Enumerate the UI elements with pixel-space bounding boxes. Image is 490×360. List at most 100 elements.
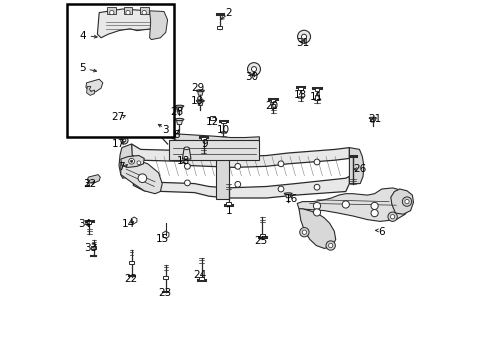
Ellipse shape bbox=[175, 105, 184, 107]
Polygon shape bbox=[86, 79, 103, 92]
Circle shape bbox=[185, 163, 190, 169]
Polygon shape bbox=[131, 217, 137, 224]
Text: 3: 3 bbox=[163, 125, 169, 135]
Polygon shape bbox=[370, 118, 375, 122]
Text: 19: 19 bbox=[191, 96, 204, 106]
Text: 9: 9 bbox=[201, 139, 208, 149]
Bar bbox=[315, 88, 319, 91]
Bar bbox=[87, 221, 92, 224]
Text: 29: 29 bbox=[191, 83, 204, 93]
Polygon shape bbox=[297, 188, 410, 221]
Ellipse shape bbox=[175, 118, 184, 121]
Text: 30: 30 bbox=[245, 72, 259, 82]
Text: 10: 10 bbox=[217, 125, 230, 135]
Text: 24: 24 bbox=[194, 270, 207, 280]
Text: 23: 23 bbox=[158, 288, 172, 298]
Circle shape bbox=[247, 63, 261, 76]
Text: 7: 7 bbox=[119, 162, 125, 172]
Text: 32: 32 bbox=[84, 179, 97, 189]
Circle shape bbox=[328, 243, 333, 248]
Circle shape bbox=[123, 139, 126, 142]
Ellipse shape bbox=[184, 147, 189, 150]
Text: 25: 25 bbox=[255, 236, 268, 246]
Bar bbox=[170, 140, 259, 160]
Circle shape bbox=[185, 180, 190, 186]
Polygon shape bbox=[87, 175, 100, 183]
Circle shape bbox=[301, 34, 307, 39]
Circle shape bbox=[110, 10, 114, 15]
Polygon shape bbox=[197, 91, 203, 95]
Text: 31: 31 bbox=[296, 38, 309, 48]
Polygon shape bbox=[168, 130, 259, 145]
Text: 2: 2 bbox=[225, 8, 232, 18]
Circle shape bbox=[130, 160, 133, 162]
Bar bbox=[260, 234, 265, 237]
Circle shape bbox=[123, 113, 127, 116]
Circle shape bbox=[129, 158, 134, 164]
Bar bbox=[271, 99, 275, 102]
Bar bbox=[164, 276, 168, 279]
Bar bbox=[226, 202, 231, 205]
Circle shape bbox=[142, 10, 147, 15]
Text: 11: 11 bbox=[310, 92, 323, 102]
Bar bbox=[140, 7, 148, 14]
Text: 6: 6 bbox=[378, 227, 385, 237]
Text: 33: 33 bbox=[85, 243, 98, 253]
Text: 18: 18 bbox=[176, 156, 190, 166]
Polygon shape bbox=[349, 148, 364, 184]
Bar bbox=[107, 7, 116, 14]
Bar bbox=[210, 116, 215, 120]
Text: 20: 20 bbox=[266, 101, 278, 111]
Text: 8: 8 bbox=[173, 130, 180, 140]
Text: 16: 16 bbox=[285, 194, 298, 204]
Text: 27: 27 bbox=[112, 112, 125, 122]
Text: 14: 14 bbox=[122, 219, 135, 229]
Polygon shape bbox=[132, 144, 349, 167]
Text: 21: 21 bbox=[368, 114, 381, 124]
Bar bbox=[199, 277, 204, 280]
Text: 22: 22 bbox=[124, 274, 137, 284]
Ellipse shape bbox=[196, 100, 204, 102]
Circle shape bbox=[297, 30, 311, 43]
Polygon shape bbox=[121, 156, 144, 167]
Text: 4: 4 bbox=[79, 31, 86, 41]
Bar bbox=[67, 4, 174, 137]
Text: 13: 13 bbox=[294, 90, 307, 100]
Circle shape bbox=[300, 228, 309, 237]
Circle shape bbox=[371, 210, 378, 217]
Circle shape bbox=[314, 184, 320, 190]
Polygon shape bbox=[149, 11, 168, 40]
Circle shape bbox=[388, 212, 397, 221]
Circle shape bbox=[278, 186, 284, 192]
Circle shape bbox=[278, 161, 284, 167]
Polygon shape bbox=[182, 148, 191, 159]
Polygon shape bbox=[299, 209, 336, 248]
Circle shape bbox=[326, 241, 335, 250]
Circle shape bbox=[137, 161, 141, 165]
Bar bbox=[123, 7, 132, 14]
Bar bbox=[217, 26, 222, 29]
Bar bbox=[315, 95, 319, 99]
Polygon shape bbox=[176, 120, 183, 125]
Text: 5: 5 bbox=[79, 63, 86, 73]
Text: 17: 17 bbox=[112, 139, 125, 149]
Ellipse shape bbox=[369, 117, 376, 119]
Circle shape bbox=[121, 137, 128, 144]
Circle shape bbox=[342, 201, 349, 208]
Text: 34: 34 bbox=[78, 219, 92, 229]
Circle shape bbox=[126, 10, 130, 15]
Polygon shape bbox=[163, 231, 169, 238]
Text: 26: 26 bbox=[354, 164, 367, 174]
Circle shape bbox=[402, 197, 412, 206]
Bar bbox=[201, 137, 206, 140]
Circle shape bbox=[405, 199, 409, 204]
Circle shape bbox=[235, 163, 241, 169]
Text: 28: 28 bbox=[170, 107, 183, 117]
Text: 12: 12 bbox=[206, 117, 219, 127]
Polygon shape bbox=[197, 101, 203, 105]
Polygon shape bbox=[98, 9, 162, 38]
Circle shape bbox=[391, 215, 395, 219]
Ellipse shape bbox=[284, 193, 292, 194]
Text: 15: 15 bbox=[156, 234, 169, 244]
Circle shape bbox=[371, 202, 378, 210]
